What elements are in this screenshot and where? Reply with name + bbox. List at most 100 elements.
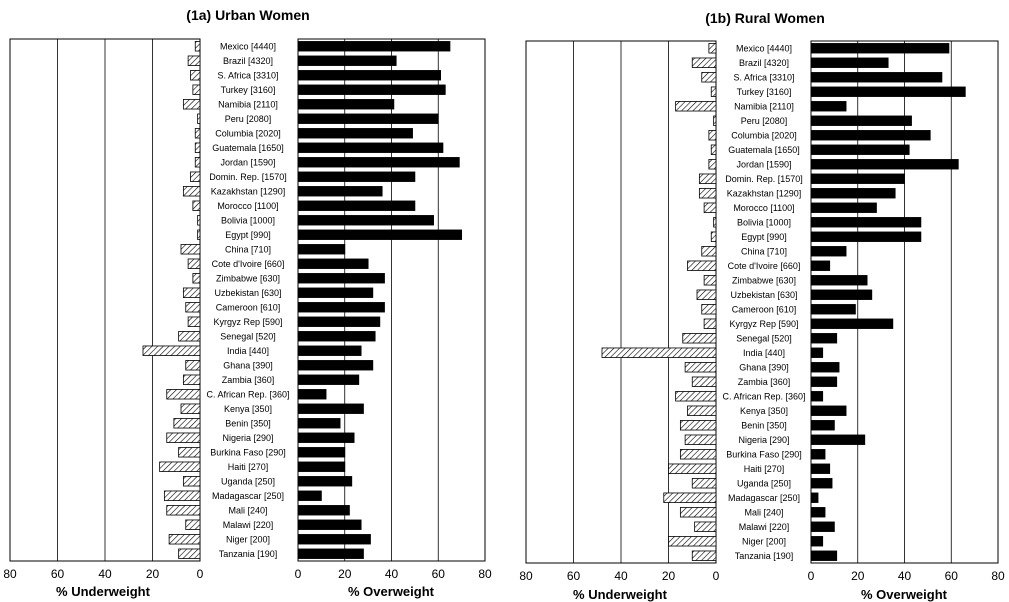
category-label: Haiti [270] <box>744 464 785 474</box>
underweight-bar <box>143 346 200 356</box>
category-label: India [440] <box>743 348 785 358</box>
underweight-bar <box>699 188 716 198</box>
overweight-bar <box>298 85 445 95</box>
category-label: Zimbabwe [630] <box>216 273 280 283</box>
overweight-bar <box>298 259 368 269</box>
category-label: Uzbekistan [630] <box>730 290 797 300</box>
underweight-bar <box>179 447 200 457</box>
category-label: Guatemala [1650] <box>212 143 284 153</box>
category-label: Morocco [1100] <box>217 201 278 211</box>
underweight-bar <box>167 505 200 515</box>
underweight-bar <box>198 114 200 124</box>
category-label: Malawi [220] <box>739 522 790 532</box>
category-label: Niger [200] <box>742 536 786 546</box>
underweight-bar <box>183 186 200 196</box>
overweight-bar <box>298 157 459 167</box>
overweight-bar <box>298 244 345 254</box>
underweight-bar <box>164 491 200 501</box>
underweight-bar <box>191 172 201 182</box>
category-label: C. African Rep. [360] <box>206 389 289 399</box>
category-label: Kazakhstan [1290] <box>727 188 802 198</box>
category-label: Nigeria [290] <box>738 435 789 445</box>
underweight-bar <box>183 288 200 298</box>
overweight-bar <box>811 319 893 329</box>
overweight-bar <box>811 72 942 82</box>
x-tick-label: 0 <box>197 567 204 581</box>
overweight-bar <box>298 534 370 544</box>
underweight-bar <box>680 507 716 517</box>
underweight-bar <box>692 478 716 488</box>
overweight-bar <box>298 491 321 501</box>
underweight-bar <box>195 143 200 153</box>
overweight-bar <box>811 145 909 155</box>
underweight-bar <box>669 464 717 474</box>
overweight-bar <box>811 87 965 97</box>
underweight-bar <box>183 99 200 109</box>
category-label: Kyrgyz Rep [590] <box>729 319 798 329</box>
overweight-bar <box>811 493 818 503</box>
overweight-bar <box>811 159 958 169</box>
overweight-bar <box>298 186 382 196</box>
x-tick-label: 80 <box>991 569 1005 583</box>
x-axis-label-underweight: % Underweight <box>56 584 151 599</box>
underweight-bar <box>186 520 200 530</box>
overweight-bar <box>811 246 846 256</box>
underweight-bar <box>183 375 200 385</box>
overweight-bar <box>811 507 825 517</box>
underweight-bar <box>181 244 200 254</box>
category-label: China [710] <box>225 244 271 254</box>
underweight-bar <box>195 157 200 167</box>
x-tick-label: 60 <box>567 569 581 583</box>
overweight-bar <box>811 420 834 430</box>
overweight-bar <box>298 99 394 109</box>
category-label: Ghana [390] <box>223 360 273 370</box>
category-label: Ghana [390] <box>739 362 789 372</box>
underweight-bar <box>685 435 716 445</box>
category-label: Mexico [4440] <box>736 43 792 53</box>
x-tick-label: 20 <box>146 567 160 581</box>
category-label: Tanzania [190] <box>735 551 794 561</box>
overweight-bar <box>298 418 340 428</box>
category-label: Cote d'Ivoire [660] <box>212 259 285 269</box>
x-tick-label: 60 <box>51 567 65 581</box>
category-label: Guatemala [1650] <box>728 145 800 155</box>
overweight-bar <box>298 447 345 457</box>
underweight-bar <box>174 418 200 428</box>
category-label: China [710] <box>741 246 787 256</box>
category-label: Uganda [250] <box>737 478 791 488</box>
overweight-bar <box>811 174 905 184</box>
overweight-bar <box>298 317 380 327</box>
underweight-bar <box>193 201 200 211</box>
overweight-bar <box>811 58 888 68</box>
category-label: Zambia [360] <box>222 375 275 385</box>
overweight-bar <box>811 333 837 343</box>
overweight-bar <box>298 520 361 530</box>
category-label: Domin. Rep. [1570] <box>209 172 287 182</box>
category-label: Mexico [4440] <box>220 41 276 51</box>
category-label: Uganda [250] <box>221 476 275 486</box>
overweight-bar <box>811 101 846 111</box>
category-label: Turkey [3160] <box>737 87 792 97</box>
overweight-bar <box>811 377 837 387</box>
overweight-bar <box>298 201 415 211</box>
underweight-bar <box>676 391 716 401</box>
category-label: S. Africa [3310] <box>217 70 278 80</box>
underweight-bar <box>709 159 716 169</box>
category-label: Kenya [350] <box>740 406 788 416</box>
category-label: Madagascar [250] <box>728 493 800 503</box>
category-label: Cameroon [610] <box>216 302 281 312</box>
category-label: Senegal [520] <box>736 333 792 343</box>
overweight-bar <box>298 114 438 124</box>
underweight-bar <box>188 259 200 269</box>
underweight-bar <box>195 41 200 51</box>
underweight-bar <box>183 476 200 486</box>
category-label: Jordan [1590] <box>736 159 791 169</box>
overweight-bar <box>298 288 373 298</box>
underweight-bar <box>688 261 717 271</box>
overweight-bar <box>298 389 326 399</box>
category-label: Bolivia [1000] <box>737 217 791 227</box>
overweight-bar <box>811 232 921 242</box>
overweight-bar <box>298 41 450 51</box>
underweight-bar <box>704 203 716 213</box>
